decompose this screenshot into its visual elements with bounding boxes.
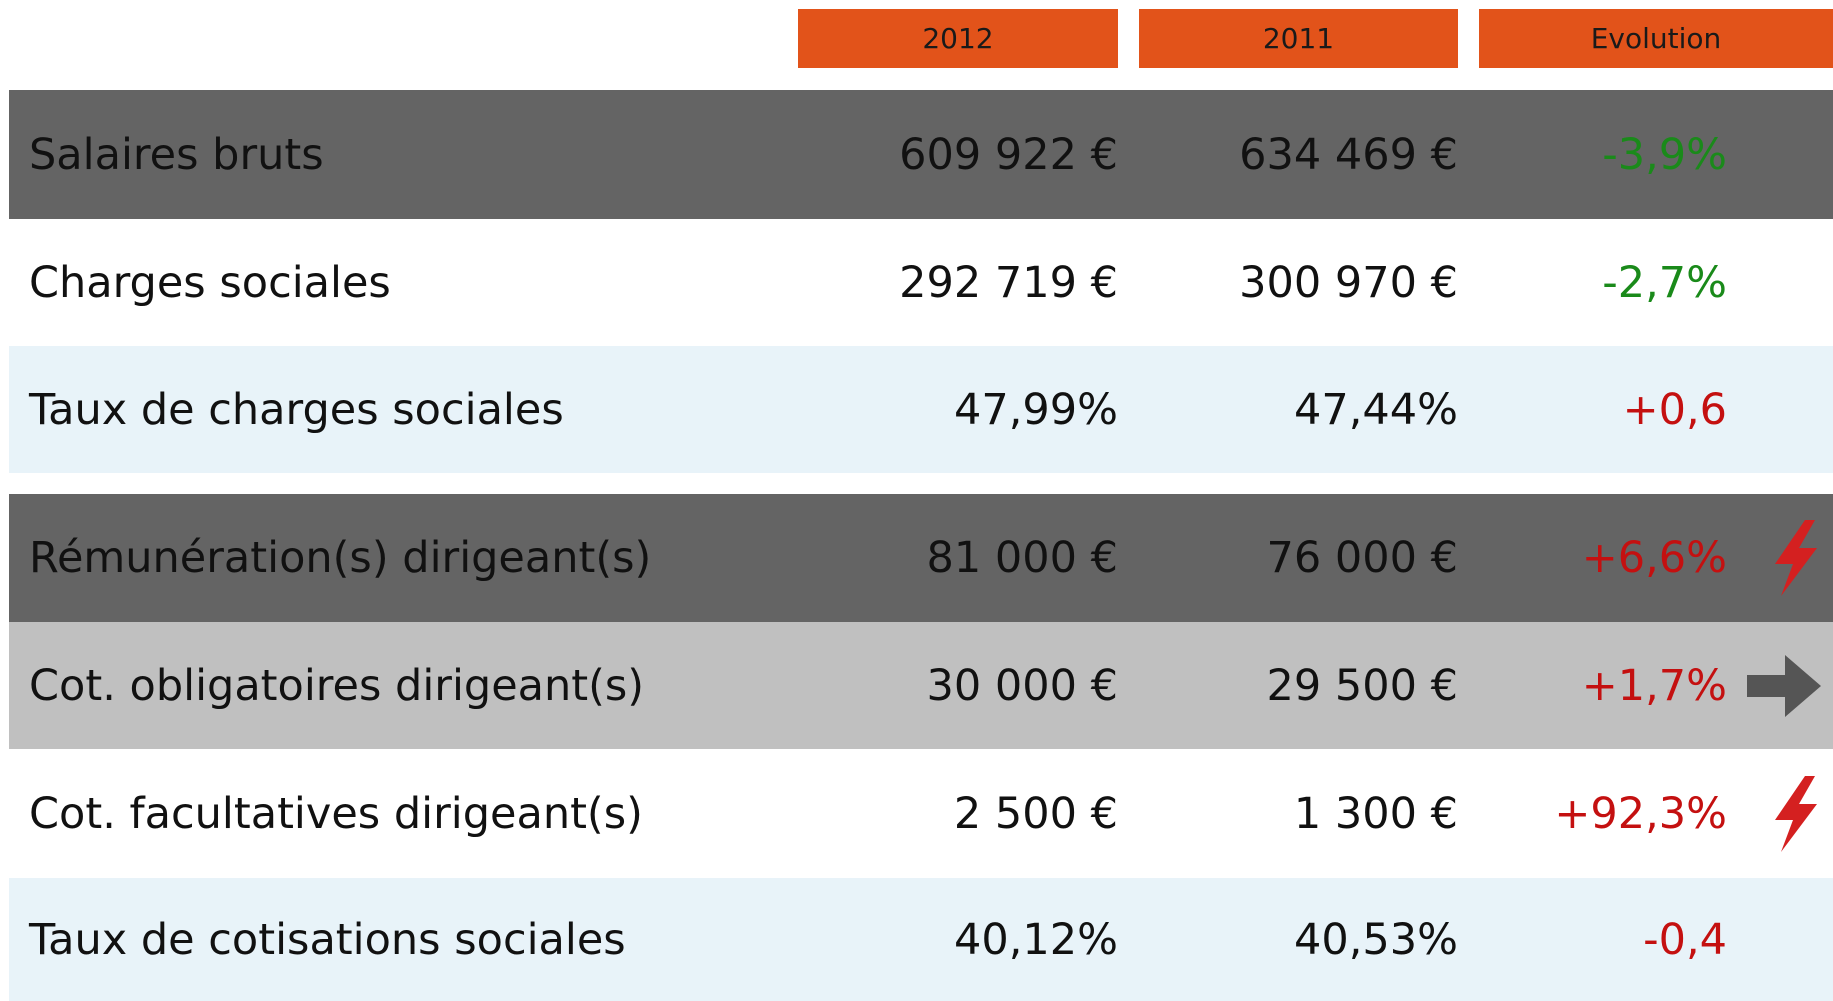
cell: +6,6% [1581, 533, 1727, 583]
header-cell: 2012 [798, 9, 1118, 68]
row-label: Cot. facultatives dirigeant(s) [29, 788, 643, 839]
cell: -0,4 [1643, 914, 1727, 965]
cell: -2,7% [1602, 257, 1727, 308]
cell: 30 000 € [926, 660, 1118, 711]
cell: +0,6 [1622, 384, 1727, 435]
row-label: Taux de cotisations sociales [29, 914, 626, 965]
row-label: Rémunération(s) dirigeant(s) [29, 533, 652, 583]
header-cell: Evolution [1479, 9, 1833, 68]
cell: -3,9% [1602, 129, 1727, 180]
table-row: Taux de cotisations sociales 40,12% 40,53%… [9, 878, 1833, 1001]
cell: 81 000 € [926, 533, 1118, 583]
cell: 40,53% [1294, 914, 1458, 965]
cell: +1,7% [1581, 660, 1727, 711]
table-row: Charges sociales 292 719 € 300 970 € -2,7% [9, 219, 1833, 346]
cell: 47,99% [954, 384, 1118, 435]
table-row: Cot. facultatives dirigeant(s) 2 500 € 1 3… [9, 749, 1833, 878]
cell: 29 500 € [1266, 660, 1458, 711]
cell: 300 970 € [1239, 257, 1458, 308]
alert-icon [1767, 494, 1823, 622]
row-label: Salaires bruts [29, 129, 324, 180]
cell: 47,44% [1294, 384, 1458, 435]
cell: 634 469 € [1239, 129, 1458, 180]
arrow-icon [1747, 622, 1823, 749]
row-label: Charges sociales [29, 257, 391, 308]
cell: 76 000 € [1266, 533, 1458, 583]
cell: 1 300 € [1293, 788, 1458, 839]
table-row: Rémunération(s) dirigeant(s) 81 000 € 76 0… [9, 494, 1833, 622]
row-label: Cot. obligatoires dirigeant(s) [29, 660, 645, 711]
cell: 2 500 € [953, 788, 1118, 839]
table-row: Salaires bruts 609 922 € 634 469 € -3,9% [9, 90, 1833, 219]
header-cell: 2011 [1139, 9, 1458, 68]
alert-icon [1767, 749, 1823, 878]
cell: +92,3% [1554, 788, 1727, 839]
table-row: Taux de charges sociales 47,99% 47,44% +0,6 [9, 346, 1833, 473]
cell: 609 922 € [899, 129, 1118, 180]
table-row: Cot. obligatoires dirigeant(s) 30 000 € 29… [9, 622, 1833, 749]
cell: 40,12% [954, 914, 1118, 965]
cell: 292 719 € [899, 257, 1118, 308]
row-label: Taux de charges sociales [29, 384, 564, 435]
